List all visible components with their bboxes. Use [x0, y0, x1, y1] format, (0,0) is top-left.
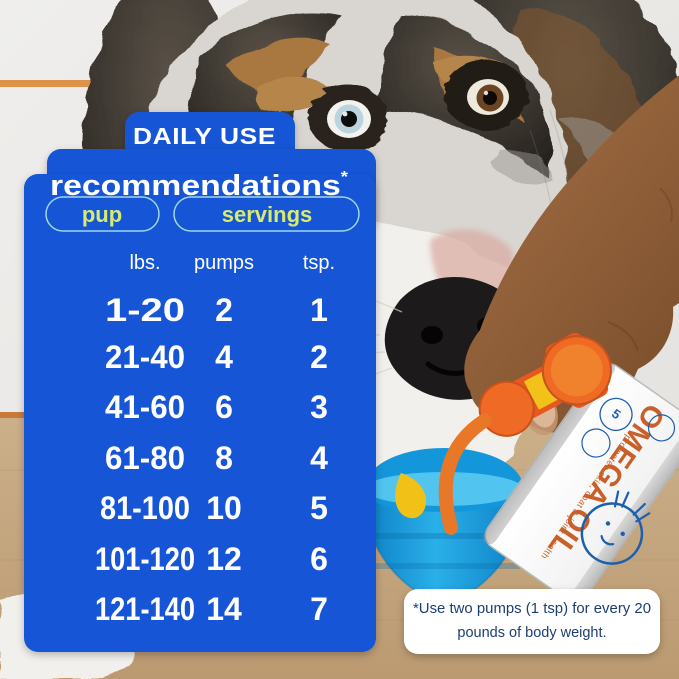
svg-text:3: 3 — [310, 389, 328, 425]
svg-text:*Use two pumps (1 tsp) for eve: *Use two pumps (1 tsp) for every 20 — [413, 601, 651, 617]
svg-text:61-80: 61-80 — [105, 440, 185, 476]
svg-text:2: 2 — [215, 292, 233, 328]
svg-text:8: 8 — [215, 440, 233, 476]
svg-text:12: 12 — [206, 541, 242, 577]
svg-text:121-140: 121-140 — [95, 591, 195, 627]
svg-text:pup: pup — [82, 202, 122, 227]
svg-text:6: 6 — [215, 389, 233, 425]
svg-text:1-20: 1-20 — [105, 292, 185, 328]
svg-text:101-120: 101-120 — [95, 541, 195, 577]
svg-text:14: 14 — [206, 591, 242, 627]
svg-text:DAILY USE: DAILY USE — [133, 123, 276, 149]
svg-text:4: 4 — [215, 339, 233, 375]
svg-text:tsp.: tsp. — [303, 252, 335, 274]
svg-text:4: 4 — [310, 440, 328, 476]
svg-text:pounds of body weight.: pounds of body weight. — [457, 625, 606, 641]
svg-text:servings: servings — [222, 202, 313, 227]
svg-text:7: 7 — [310, 591, 328, 627]
svg-text:6: 6 — [310, 541, 328, 577]
svg-text:81-100: 81-100 — [100, 490, 190, 526]
svg-text:41-60: 41-60 — [105, 389, 185, 425]
svg-text:pumps: pumps — [194, 252, 254, 274]
svg-text:lbs.: lbs. — [129, 252, 160, 274]
svg-text:10: 10 — [206, 490, 242, 526]
svg-text:21-40: 21-40 — [105, 339, 185, 375]
svg-text:5: 5 — [310, 490, 328, 526]
svg-text:1: 1 — [310, 292, 328, 328]
svg-text:2: 2 — [310, 339, 328, 375]
